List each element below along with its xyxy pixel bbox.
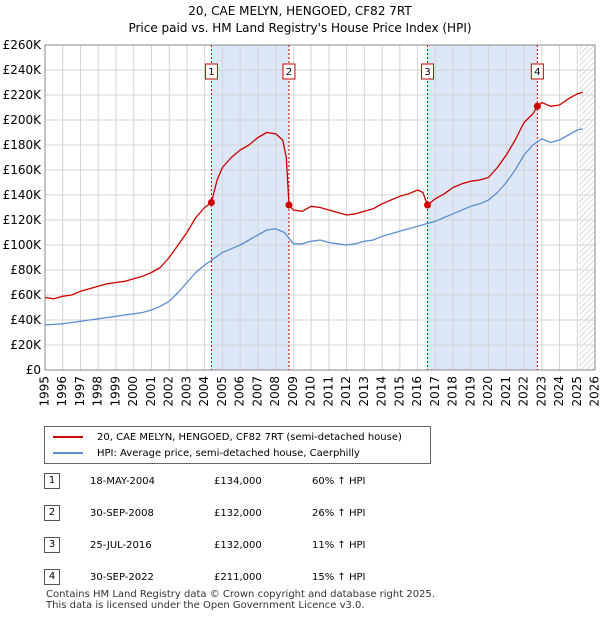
shaded-period xyxy=(211,45,289,370)
sale-marker-label: 1 xyxy=(208,67,214,78)
legend-swatch-blue xyxy=(53,452,83,454)
sale-number-badge: 4 xyxy=(44,569,60,585)
x-tick-label: 1995 xyxy=(38,376,52,407)
sale-hpi-change: 26% ↑ HPI xyxy=(312,508,366,519)
y-tick-label: £80K xyxy=(10,263,42,277)
sale-hpi-change: 15% ↑ HPI xyxy=(312,572,366,583)
x-tick-label: 2010 xyxy=(304,376,318,407)
sale-point xyxy=(533,102,541,110)
legend: 20, CAE MELYN, HENGOED, CF82 7RT (semi-d… xyxy=(44,426,431,464)
x-tick-label: 2002 xyxy=(162,376,176,407)
sale-number-badge: 1 xyxy=(44,473,60,489)
legend-label-property: 20, CAE MELYN, HENGOED, CF82 7RT (semi-d… xyxy=(97,431,402,443)
y-tick-label: £180K xyxy=(3,138,43,152)
sale-point xyxy=(207,199,215,206)
y-tick-label: £200K xyxy=(3,113,43,127)
x-tick-label: 1997 xyxy=(73,376,87,407)
sale-price: £211,000 xyxy=(214,572,262,583)
sale-date: 30-SEP-2022 xyxy=(90,572,154,583)
y-tick-label: £40K xyxy=(10,313,42,327)
legend-item-hpi: HPI: Average price, semi-detached house,… xyxy=(53,446,360,460)
x-tick-label: 2013 xyxy=(357,376,371,407)
y-tick-label: £60K xyxy=(10,288,42,302)
sale-hpi-change: 60% ↑ HPI xyxy=(312,476,366,487)
sale-point xyxy=(285,201,293,209)
x-tick-label: 2012 xyxy=(339,376,353,407)
sale-row: 2 30-SEP-2008 £132,000 26% ↑ HPI xyxy=(44,505,404,523)
sale-date: 18-MAY-2004 xyxy=(90,476,156,487)
sale-marker-label: 3 xyxy=(424,67,430,78)
x-tick-label: 2007 xyxy=(250,376,264,407)
shaded-period xyxy=(427,45,538,370)
y-tick-label: £260K xyxy=(3,38,43,52)
x-tick-label: 2000 xyxy=(126,376,140,407)
sale-row: 3 25-JUL-2016 £132,000 11% ↑ HPI xyxy=(44,537,404,555)
x-tick-label: 2001 xyxy=(144,376,158,407)
chart-subtitle: Price paid vs. HM Land Registry's House … xyxy=(128,21,472,35)
y-tick-label: £220K xyxy=(3,88,43,102)
future-hatch xyxy=(579,45,595,370)
legend-label-hpi: HPI: Average price, semi-detached house,… xyxy=(97,447,360,459)
x-tick-label: 2011 xyxy=(321,376,335,407)
sale-row: 1 18-MAY-2004 £134,000 60% ↑ HPI xyxy=(44,473,404,491)
sale-price: £132,000 xyxy=(214,540,262,551)
property-price-line xyxy=(44,91,583,300)
sale-price: £134,000 xyxy=(214,476,262,487)
sale-number-badge: 2 xyxy=(44,505,60,521)
sale-hpi-change: 11% ↑ HPI xyxy=(312,540,366,551)
x-tick-label: 2004 xyxy=(197,376,211,407)
y-tick-label: £20K xyxy=(10,338,42,352)
y-tick-label: £120K xyxy=(3,213,43,227)
price-chart: £0 £20K £40K £60K £80K £100K £120K £140K £160K £1… xyxy=(3,38,600,407)
x-tick-label: 2008 xyxy=(268,376,282,407)
x-tick-label: 2005 xyxy=(215,376,229,407)
x-tick-label: 2015 xyxy=(392,376,406,407)
y-tick-label: £160K xyxy=(3,163,43,177)
sale-date: 30-SEP-2008 xyxy=(90,508,154,519)
sale-marker-label: 4 xyxy=(534,67,540,78)
footer-copyright: Contains HM Land Registry data © Crown c… xyxy=(46,589,435,600)
sale-price: £132,000 xyxy=(214,508,262,519)
footer-licence: This data is licensed under the Open Gov… xyxy=(46,600,365,611)
sale-point xyxy=(424,201,432,209)
sale-marker-label: 2 xyxy=(286,67,292,78)
sale-row: 4 30-SEP-2022 £211,000 15% ↑ HPI xyxy=(44,569,404,587)
legend-swatch-red xyxy=(53,436,83,438)
x-tick-label: 2009 xyxy=(286,376,300,407)
x-tick-label: 1999 xyxy=(108,376,122,407)
sale-marker-box xyxy=(421,63,435,80)
y-tick-label: £0 xyxy=(26,363,41,377)
x-tick-label: 1998 xyxy=(91,376,105,407)
x-tick-label: 1996 xyxy=(55,376,69,407)
x-tick-label: 2018 xyxy=(446,376,460,407)
sale-marker-box xyxy=(204,63,218,80)
x-tick-label: 2023 xyxy=(534,376,548,407)
x-tick-label: 2022 xyxy=(517,376,531,407)
sale-marker-box xyxy=(530,63,544,80)
x-tick-label: 2016 xyxy=(410,376,424,407)
sale-date: 25-JUL-2016 xyxy=(90,540,152,551)
sale-number-badge: 3 xyxy=(44,537,60,553)
x-tick-label: 2017 xyxy=(428,376,442,407)
chart-title: 20, CAE MELYN, HENGOED, CF82 7RT xyxy=(188,4,412,18)
x-tick-label: 2019 xyxy=(463,376,477,407)
footer: Contains HM Land Registry data © Crown c… xyxy=(46,589,435,611)
x-tick-label: 2014 xyxy=(375,376,389,407)
y-tick-label: £100K xyxy=(3,238,43,252)
plot-frame xyxy=(44,44,596,371)
y-tick-label: £240K xyxy=(3,63,43,77)
x-tick-label: 2026 xyxy=(588,376,600,407)
sale-marker-box xyxy=(282,63,296,80)
x-tick-label: 2020 xyxy=(481,376,495,407)
y-tick-label: £140K xyxy=(3,188,43,202)
x-tick-label: 2025 xyxy=(570,376,584,407)
x-tick-label: 2003 xyxy=(179,376,193,407)
x-tick-label: 2021 xyxy=(499,376,513,407)
x-tick-label: 2024 xyxy=(552,376,566,407)
x-tick-label: 2006 xyxy=(233,376,247,407)
legend-item-property: 20, CAE MELYN, HENGOED, CF82 7RT (semi-d… xyxy=(53,430,402,444)
hpi-line xyxy=(44,128,583,326)
